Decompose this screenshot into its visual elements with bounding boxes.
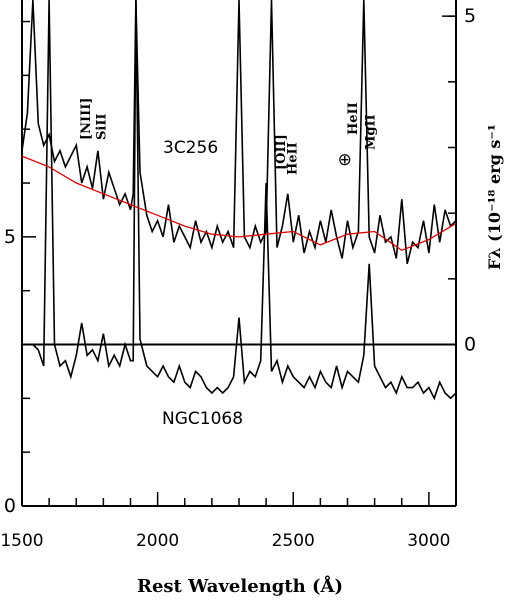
y-left-tick-label: 5 (4, 226, 16, 248)
y-right-tick-label: 0 (464, 334, 476, 356)
continuum-fit-3c256 (21, 155, 457, 252)
x-tick-label: 3000 (407, 531, 450, 551)
line-label: [NIII] (79, 98, 94, 140)
object-label-ngc1068: NGC1068 (162, 409, 243, 429)
line-label: HeII (346, 102, 361, 135)
y-left-tick-label: 0 (4, 495, 16, 517)
axes: 1500 2000 2500 3000 0 5 0 5 (0, 0, 476, 551)
x-tick-label: 2000 (136, 531, 179, 551)
line-label: ⊕ (338, 150, 352, 170)
spectra (21, 0, 457, 401)
line-label: SiII (95, 114, 110, 141)
series-ngc1068 (22, 0, 457, 401)
line-label: HeII (286, 142, 301, 175)
x-tick-label: 1500 (0, 531, 43, 551)
line-label: [OII] (274, 134, 289, 170)
line-label: MgII (364, 114, 379, 150)
series-3c256 (21, 0, 457, 264)
y-axis-label-right: Fλ (10⁻¹⁸ erg s⁻¹ (485, 124, 504, 270)
x-axis-label: Rest Wavelength (Å) (137, 574, 343, 597)
object-label-3c256: 3C256 (163, 138, 218, 158)
y-right-tick-label: 5 (464, 5, 476, 27)
x-tick-label: 2500 (272, 531, 315, 551)
line-labels: [NIII] SiII[OII]HeII ⊕HeII MgII (79, 98, 379, 175)
